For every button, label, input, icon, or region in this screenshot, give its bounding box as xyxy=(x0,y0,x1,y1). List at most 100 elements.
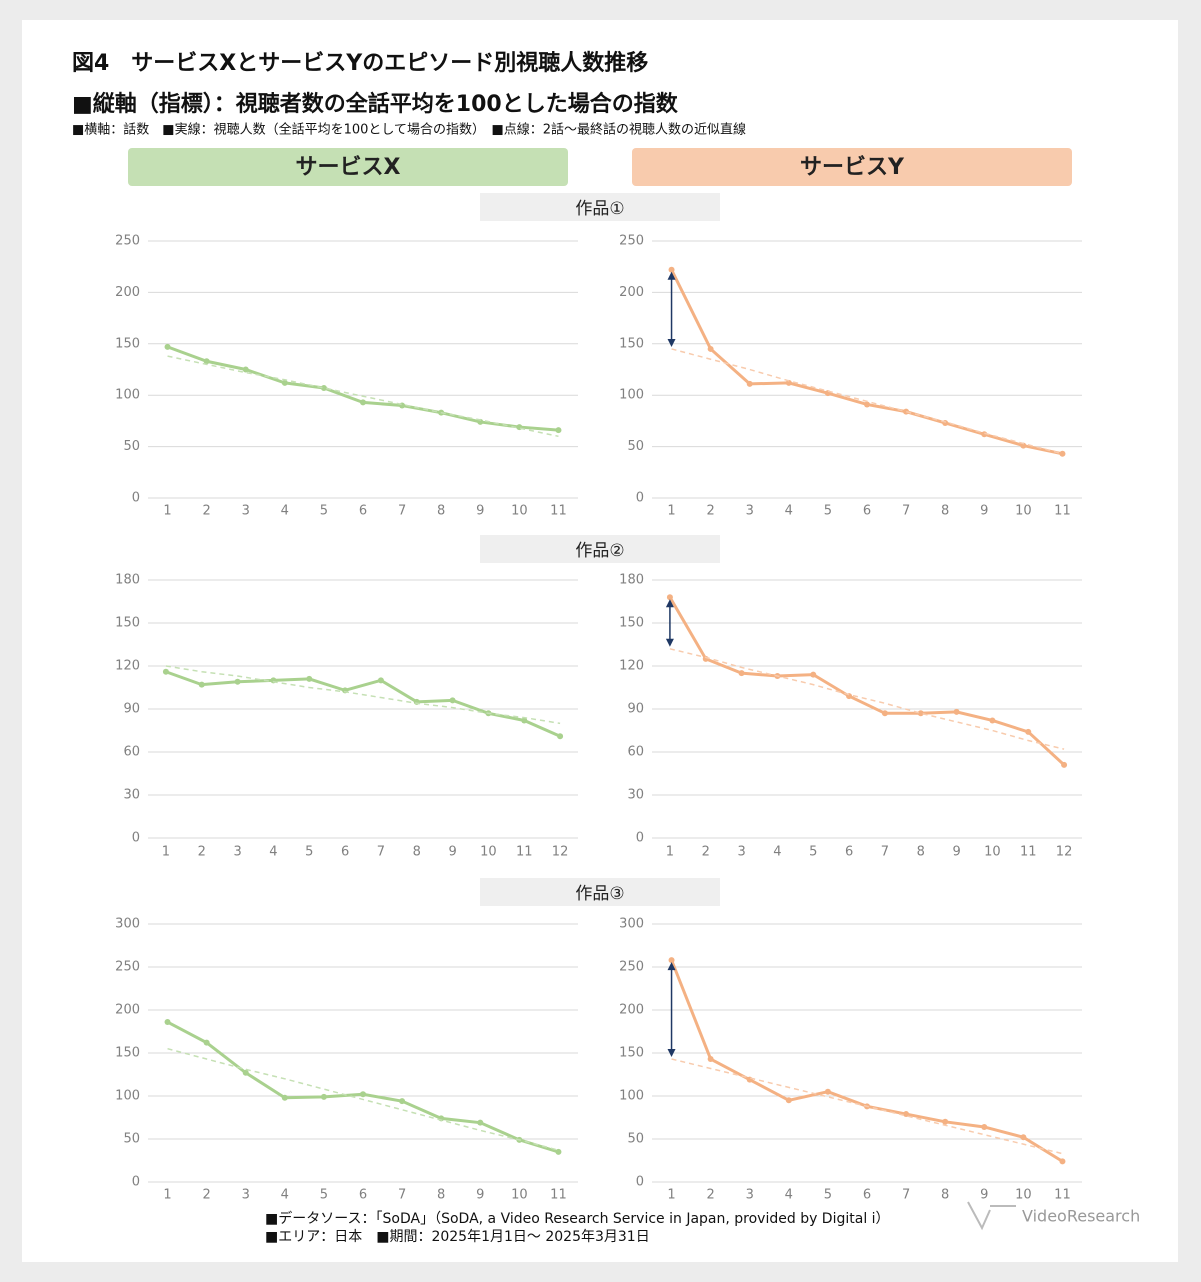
point xyxy=(1025,728,1032,735)
point xyxy=(785,379,792,386)
x-tick-label: 3 xyxy=(242,504,250,519)
series-line xyxy=(668,596,1066,767)
point xyxy=(164,1019,171,1026)
y-tick-label: 0 xyxy=(636,1175,644,1190)
arrow-head xyxy=(667,962,676,971)
point xyxy=(281,379,288,386)
point xyxy=(477,1119,484,1126)
x-tick-label: 2 xyxy=(202,504,210,519)
series-line xyxy=(165,670,561,738)
arrow-head xyxy=(665,599,674,608)
x-tick-label: 2 xyxy=(202,1188,210,1203)
point xyxy=(281,1094,288,1101)
x-tick-label: 1 xyxy=(163,504,171,519)
column-header: サービスX xyxy=(296,155,401,180)
x-tick-label: 2 xyxy=(198,845,206,860)
section-box xyxy=(480,193,720,221)
point xyxy=(666,594,673,601)
point xyxy=(903,408,910,415)
y-tick-label: 250 xyxy=(619,234,644,249)
section-box xyxy=(480,878,720,906)
x-tick-label: 4 xyxy=(785,504,793,519)
x-tick-label: 4 xyxy=(269,845,277,860)
y-tick-label: 50 xyxy=(627,439,644,454)
y-tick-label: 90 xyxy=(627,702,644,717)
y-tick-label: 100 xyxy=(619,388,644,403)
point xyxy=(881,710,888,717)
point xyxy=(449,697,456,704)
point xyxy=(198,681,205,688)
point xyxy=(203,358,210,365)
column-header-box xyxy=(632,148,1072,186)
point xyxy=(360,399,366,406)
x-tick-label: 6 xyxy=(341,845,349,860)
x-tick-label: 3 xyxy=(233,845,241,860)
x-tick-label: 7 xyxy=(398,1188,406,1203)
point xyxy=(1061,761,1068,768)
x-tick-label: 8 xyxy=(941,504,949,519)
x-tick-label: 3 xyxy=(242,1188,250,1203)
point xyxy=(203,1039,210,1046)
x-tick-label: 6 xyxy=(863,1188,871,1203)
note: ■横軸：話数 ■実線：視聴人数（全話平均を100として場合の指数） ■点線：2話… xyxy=(72,122,746,138)
x-tick-label: 1 xyxy=(667,504,675,519)
point xyxy=(399,1098,406,1105)
x-tick-label: 4 xyxy=(773,845,781,860)
x-tick-label: 7 xyxy=(881,845,889,860)
x-tick-label: 2 xyxy=(702,845,710,860)
point xyxy=(810,671,817,678)
point xyxy=(707,1056,714,1063)
y-tick-label: 100 xyxy=(619,1089,644,1104)
point xyxy=(234,678,241,685)
y-tick-label: 150 xyxy=(619,616,644,631)
y-tick-label: 150 xyxy=(619,1046,644,1061)
x-tick-label: 4 xyxy=(785,1188,793,1203)
y-tick-label: 200 xyxy=(619,285,644,300)
point xyxy=(707,345,714,352)
x-tick-label: 9 xyxy=(448,845,456,860)
point xyxy=(477,418,484,425)
y-tick-label: 60 xyxy=(627,745,644,760)
title: 図4 サービスXとサービスYのエピソード別視聴人数推移 xyxy=(72,50,648,76)
section-label: 作品③ xyxy=(575,884,624,904)
x-tick-label: 3 xyxy=(746,1188,754,1203)
y-tick-label: 0 xyxy=(636,831,644,846)
y-tick-label: 50 xyxy=(123,1132,140,1147)
point xyxy=(668,957,675,964)
x-tick-label: 11 xyxy=(516,845,533,860)
section-box xyxy=(480,535,720,563)
point xyxy=(377,677,384,684)
point xyxy=(1059,1158,1066,1165)
point xyxy=(981,1123,988,1130)
x-tick-label: 5 xyxy=(305,845,313,860)
x-tick-label: 6 xyxy=(359,504,367,519)
x-tick-label: 8 xyxy=(941,1188,949,1203)
point xyxy=(864,401,870,408)
x-tick-label: 8 xyxy=(437,1188,445,1203)
arrow-head xyxy=(665,638,674,647)
y-tick-label: 180 xyxy=(115,573,140,588)
x-tick-label: 7 xyxy=(398,504,406,519)
x-tick-label: 9 xyxy=(476,1188,484,1203)
x-tick-label: 5 xyxy=(824,1188,832,1203)
y-tick-label: 30 xyxy=(627,788,644,803)
x-tick-label: 7 xyxy=(902,1188,910,1203)
y-tick-label: 0 xyxy=(132,491,140,506)
x-tick-label: 10 xyxy=(1015,504,1032,519)
y-tick-label: 90 xyxy=(123,702,140,717)
point xyxy=(555,427,562,434)
x-tick-label: 9 xyxy=(980,1188,988,1203)
x-tick-label: 12 xyxy=(552,845,569,860)
y-tick-label: 250 xyxy=(115,960,140,975)
point xyxy=(1020,442,1027,449)
x-tick-label: 8 xyxy=(437,504,445,519)
x-tick-label: 4 xyxy=(281,1188,289,1203)
y-tick-label: 300 xyxy=(619,917,644,932)
trend-line xyxy=(167,1047,559,1151)
x-tick-label: 3 xyxy=(737,845,745,860)
x-tick-label: 4 xyxy=(281,504,289,519)
point xyxy=(746,1076,753,1083)
arrow-head xyxy=(667,338,676,347)
x-tick-label: 11 xyxy=(1054,1188,1071,1203)
